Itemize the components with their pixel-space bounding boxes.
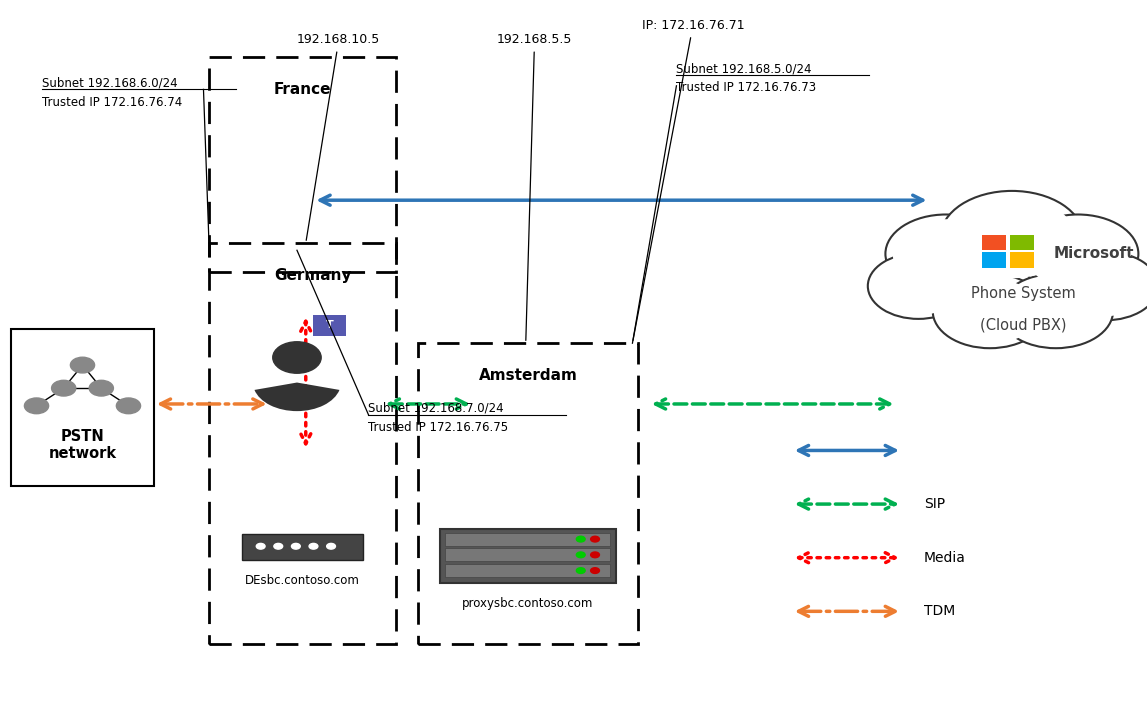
Circle shape xyxy=(591,568,600,573)
Bar xyxy=(11,329,154,486)
Circle shape xyxy=(933,274,1047,348)
Text: Subnet 192.168.7.0/24: Subnet 192.168.7.0/24 xyxy=(368,402,504,415)
Circle shape xyxy=(874,257,963,315)
Text: T: T xyxy=(326,320,334,330)
Circle shape xyxy=(89,380,114,396)
Bar xyxy=(209,243,396,644)
Circle shape xyxy=(309,543,318,549)
Circle shape xyxy=(576,568,585,573)
Bar xyxy=(1009,252,1033,268)
Circle shape xyxy=(591,536,600,542)
Circle shape xyxy=(52,380,76,396)
Text: France: France xyxy=(274,82,331,97)
Circle shape xyxy=(273,342,321,373)
Text: Germany: Germany xyxy=(275,268,352,283)
Text: Trusted IP 172.16.76.74: Trusted IP 172.16.76.74 xyxy=(41,96,182,109)
Text: SIP: SIP xyxy=(923,497,945,511)
Wedge shape xyxy=(255,383,340,411)
Text: Trusted IP 172.16.76.73: Trusted IP 172.16.76.73 xyxy=(677,82,817,94)
Bar xyxy=(445,564,610,577)
Text: Subnet 192.168.6.0/24: Subnet 192.168.6.0/24 xyxy=(41,77,178,89)
Bar xyxy=(445,548,610,561)
Text: DEsbc.contoso.com: DEsbc.contoso.com xyxy=(245,574,360,587)
Circle shape xyxy=(1053,252,1147,320)
Circle shape xyxy=(1024,220,1131,288)
Circle shape xyxy=(256,543,265,549)
Circle shape xyxy=(939,278,1040,344)
Circle shape xyxy=(576,552,585,558)
Text: Trusted IP 172.16.76.75: Trusted IP 172.16.76.75 xyxy=(368,421,508,434)
Circle shape xyxy=(1017,214,1138,293)
Circle shape xyxy=(70,358,94,373)
Text: PSTN
network: PSTN network xyxy=(48,429,117,461)
Circle shape xyxy=(892,220,999,288)
Circle shape xyxy=(116,398,141,414)
Text: Phone System: Phone System xyxy=(970,286,1075,300)
Circle shape xyxy=(291,543,301,549)
Circle shape xyxy=(941,191,1084,284)
Text: Microsoft: Microsoft xyxy=(1054,247,1134,261)
Circle shape xyxy=(999,274,1113,348)
Circle shape xyxy=(1006,278,1106,344)
Text: Amsterdam: Amsterdam xyxy=(478,368,577,383)
Text: (Cloud PBX): (Cloud PBX) xyxy=(980,318,1067,332)
Bar xyxy=(1009,235,1033,250)
Bar xyxy=(242,534,362,560)
Circle shape xyxy=(274,543,282,549)
Circle shape xyxy=(24,398,48,414)
Text: 192.168.5.5: 192.168.5.5 xyxy=(497,34,572,340)
Bar xyxy=(418,343,638,644)
Text: Media: Media xyxy=(923,551,966,565)
Circle shape xyxy=(949,197,1075,278)
Bar xyxy=(982,235,1006,250)
Bar xyxy=(313,315,346,336)
Bar xyxy=(445,533,610,546)
Circle shape xyxy=(1059,256,1147,316)
Circle shape xyxy=(327,543,335,549)
Bar xyxy=(440,529,616,583)
Bar xyxy=(982,252,1006,268)
Text: 192.168.10.5: 192.168.10.5 xyxy=(297,34,381,240)
Text: IP: 172.16.76.71: IP: 172.16.76.71 xyxy=(633,19,744,340)
Circle shape xyxy=(868,253,969,319)
Circle shape xyxy=(591,552,600,558)
Circle shape xyxy=(885,214,1006,293)
Text: proxysbc.contoso.com: proxysbc.contoso.com xyxy=(462,597,594,610)
Bar xyxy=(209,57,396,272)
Text: TDM: TDM xyxy=(923,604,955,618)
Text: Subnet 192.168.5.0/24: Subnet 192.168.5.0/24 xyxy=(677,62,812,75)
Circle shape xyxy=(576,536,585,542)
